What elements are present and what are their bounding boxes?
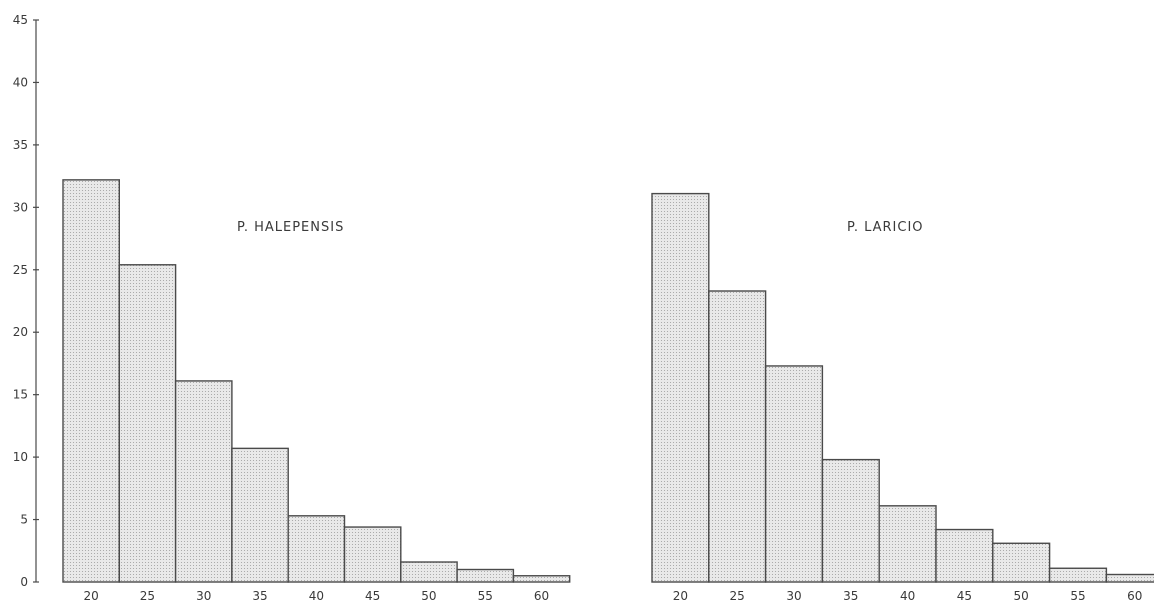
bars-laricio — [652, 194, 1154, 582]
x-tick-label: 60 — [534, 589, 549, 603]
x-tick-label: 35 — [843, 589, 858, 603]
bar-60 — [1106, 575, 1154, 582]
y-tick-label: 10 — [13, 450, 28, 464]
x-tick-label: 30 — [786, 589, 801, 603]
panel-halepensis: 0 5 10 15 20 25 30 35 40 45 20 25 30 35 40 45 50 55 60 P.… — [13, 13, 570, 603]
x-tick-label: 45 — [365, 589, 380, 603]
bar-55 — [457, 570, 513, 582]
bar-50 — [401, 562, 457, 582]
x-tick-label: 40 — [309, 589, 324, 603]
y-tick-label: 35 — [13, 138, 28, 152]
x-tick-label: 35 — [252, 589, 267, 603]
x-tick-label: 20 — [84, 589, 99, 603]
bar-45 — [936, 530, 993, 582]
bar-35 — [232, 448, 288, 582]
bar-35 — [822, 460, 879, 582]
bar-20 — [652, 194, 709, 582]
x-axis-ticks: 20 25 30 35 40 45 50 55 60 — [673, 589, 1143, 603]
bar-45 — [345, 527, 401, 582]
x-tick-label: 50 — [1014, 589, 1029, 603]
x-axis-ticks: 20 25 30 35 40 45 50 55 60 — [84, 589, 550, 603]
x-tick-label: 55 — [1070, 589, 1085, 603]
y-axis-ticks: 0 5 10 15 20 25 30 35 40 45 — [13, 13, 39, 589]
x-tick-label: 50 — [421, 589, 436, 603]
y-tick-label: 30 — [13, 200, 28, 214]
x-tick-label: 25 — [730, 589, 745, 603]
y-tick-label: 45 — [13, 13, 28, 27]
bar-60 — [513, 576, 569, 582]
bar-25 — [119, 265, 175, 582]
bar-30 — [176, 381, 232, 582]
bars-halepensis — [63, 180, 570, 582]
x-tick-label: 20 — [673, 589, 688, 603]
x-tick-label: 60 — [1127, 589, 1142, 603]
x-tick-label: 40 — [900, 589, 915, 603]
x-tick-label: 45 — [957, 589, 972, 603]
x-tick-label: 30 — [196, 589, 211, 603]
x-tick-label: 25 — [140, 589, 155, 603]
y-tick-label: 5 — [20, 513, 28, 527]
bar-40 — [288, 516, 344, 582]
y-tick-label: 15 — [13, 388, 28, 402]
panel-title-halepensis: P. HALEPENSIS — [237, 220, 344, 235]
y-tick-label: 20 — [13, 325, 28, 339]
panel-title-laricio: P. LARICIO — [847, 220, 924, 235]
bar-30 — [766, 366, 823, 582]
bar-20 — [63, 180, 119, 582]
panel-laricio: 20 25 30 35 40 45 50 55 60 P. LARICIO — [652, 194, 1154, 603]
bar-50 — [993, 543, 1050, 582]
x-tick-label: 55 — [478, 589, 493, 603]
bar-55 — [1050, 568, 1107, 582]
y-tick-label: 40 — [13, 75, 28, 89]
y-tick-label: 0 — [20, 575, 28, 589]
y-tick-label: 25 — [13, 263, 28, 277]
bar-25 — [709, 291, 766, 582]
bar-40 — [879, 506, 936, 582]
